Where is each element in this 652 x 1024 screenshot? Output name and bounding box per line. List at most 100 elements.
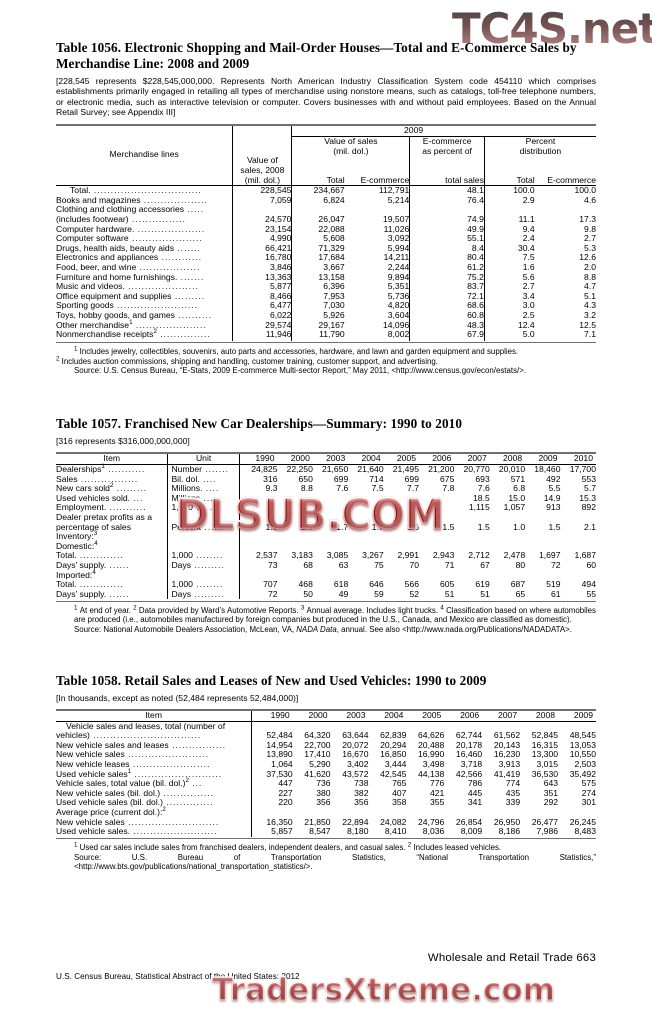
- leader-dots: ....: [199, 474, 217, 484]
- col-header: 2004: [384, 709, 404, 720]
- leader-dots: ........................: [113, 301, 199, 311]
- leader-dots: .....: [184, 205, 205, 215]
- table-1056: Merchandise lines 2009 Value of sales E-…: [56, 123, 596, 344]
- col-header: 2003: [346, 709, 366, 720]
- table-cell: 1.5: [442, 521, 455, 532]
- col-header-value-2008-b: sales, 2008: [240, 165, 285, 175]
- leader-dots: ........: [192, 551, 224, 561]
- row-label-text: Furniture and home furnishings.: [56, 271, 178, 282]
- table-cell: 3,183: [291, 550, 313, 561]
- table-cell: 776: [429, 778, 445, 789]
- table-cell: [251, 807, 293, 818]
- table-row: New vehicle sales ......................…: [56, 816, 596, 828]
- row-label-text: Total.: [56, 550, 77, 561]
- leader-dots: .......................: [129, 759, 211, 769]
- row-unit: [167, 570, 240, 581]
- table-row: Dealerships1 ........... Number ....... 24…: [56, 464, 596, 475]
- footnote-marker: 2: [185, 777, 189, 785]
- table-cell: 2.1: [584, 521, 596, 532]
- leader-dots: ......: [106, 589, 130, 599]
- table-cell: 17.3: [579, 213, 596, 224]
- table-cell: 765: [392, 778, 407, 789]
- row-label: Other merchandise1 .....................: [56, 318, 233, 331]
- table-cell: 13,300: [531, 749, 559, 760]
- table-cell: 52,484: [251, 731, 293, 741]
- leader-dots: .........: [191, 560, 225, 570]
- table-row: Used vehicle sales1 ....................…: [56, 768, 596, 780]
- leader-dots: ................: [128, 214, 186, 224]
- footnote-1057: 1 At end of year. 2 Data provided by War…: [74, 604, 596, 625]
- col-header: 2006: [432, 453, 452, 464]
- table-cell: 4,990: [232, 234, 292, 244]
- table-cell: 8,483: [574, 826, 596, 837]
- col-header-value-of-sales-l1: Value of sales: [291, 136, 410, 147]
- table-cell: 355: [429, 797, 445, 808]
- leader-dots: ......: [201, 522, 225, 532]
- table-cell: 234,667: [291, 185, 345, 196]
- row-label: Computer hardware. ....................: [56, 224, 233, 235]
- table-cell: 8.8: [300, 483, 313, 494]
- table-cell: 26,047: [291, 214, 345, 225]
- table-cell: 8,036: [422, 826, 445, 837]
- row-label: Average price (current dol.):2: [56, 806, 252, 818]
- row-label-text: Books and magazines: [56, 194, 141, 205]
- row-label-text: Nonmerchandise receipts: [56, 329, 154, 340]
- col-header-percent-dist-l2: distribution: [483, 146, 596, 157]
- table-cell: [238, 512, 278, 523]
- table-cell: 618: [333, 579, 349, 590]
- table-cell: 2.0: [584, 261, 596, 272]
- table-cell: 26,245: [569, 816, 596, 827]
- table-cell: 49.9: [409, 224, 485, 235]
- table-cell: 35,492: [569, 768, 596, 779]
- table-row: Furniture and home furnishings. ....... 1…: [56, 271, 596, 283]
- table-cell: [525, 532, 560, 542]
- row-unit: Millions .....: [167, 493, 240, 504]
- table-row: Clothing and clothing accessories .....: [56, 205, 596, 215]
- table-cell: 445: [467, 787, 483, 798]
- table-1056-head: Merchandise lines 2009 Value of sales E-…: [56, 123, 596, 186]
- table-cell: 30.4: [483, 243, 535, 254]
- table-cell: 3,846: [232, 262, 292, 273]
- table-cell: 24,825: [238, 464, 278, 475]
- leader-dots: .......: [177, 272, 205, 282]
- row-label-text: Days’ supply.: [56, 588, 107, 599]
- table-cell: 75: [374, 559, 384, 570]
- col-header: 2006: [460, 709, 480, 720]
- table-row: Domestic:4: [56, 540, 596, 552]
- footnote-1056-2: 2 Includes auction commissions, shipping…: [56, 355, 438, 366]
- table-cell: [238, 570, 278, 581]
- table-cell: 52: [409, 588, 419, 599]
- row-label: New cars sold2 .........: [56, 483, 168, 494]
- row-label-text: New vehicle leases: [56, 758, 130, 769]
- table-row: New vehicle sales and leases ...........…: [56, 739, 596, 751]
- row-label: Inventory:3: [56, 531, 168, 542]
- table-cell: 2,943: [432, 550, 455, 561]
- table-cell: 1.6: [483, 262, 535, 273]
- table-bottom-rule: [56, 340, 596, 344]
- table-cell: 3,015: [536, 758, 559, 769]
- table-cell: 7.1: [584, 329, 596, 340]
- table-cell: [238, 532, 278, 542]
- table-cell: 1,115: [468, 502, 490, 513]
- table-cell: 16,990: [418, 749, 445, 760]
- col-header: 2004: [361, 453, 381, 464]
- leader-dots: ...........: [106, 503, 147, 513]
- leader-dots: ..................: [136, 262, 201, 272]
- col-header: 2005: [422, 709, 442, 720]
- row-label: Used vehicles sold. ...: [56, 493, 168, 504]
- table-cell: 3,498: [422, 758, 445, 769]
- table-cell: 20,488: [418, 739, 445, 750]
- row-label-text: Vehicle sales, total value (bil. dol.): [56, 778, 186, 789]
- table-cell: 8,186: [498, 826, 521, 837]
- table-cell: 7.5: [483, 253, 535, 263]
- footnote-marker: 1: [129, 318, 133, 326]
- row-unit: Number .......: [167, 464, 240, 475]
- table-cell: [291, 205, 345, 215]
- table-cell: 12.6: [579, 252, 596, 263]
- table-cell: [419, 503, 454, 513]
- table-cell: 6,824: [291, 195, 345, 206]
- row-unit: Days .........: [167, 589, 240, 600]
- table-cell: 1.6: [300, 521, 313, 532]
- row-label: New vehicle sales ......................…: [56, 750, 252, 760]
